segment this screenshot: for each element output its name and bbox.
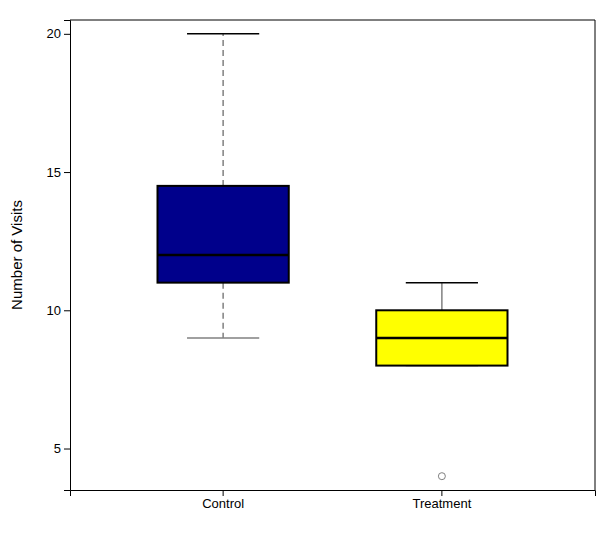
upper-whisker [441, 283, 443, 311]
lower-cap [187, 337, 259, 339]
x-tick-mark [441, 490, 442, 496]
frame-top [70, 20, 595, 21]
x-tick: Control [202, 490, 244, 511]
y-axis-title: Number of Visits [8, 200, 25, 310]
y-tick-label: 15 [47, 165, 61, 180]
box [158, 186, 289, 283]
x-axis: Control Treatment [71, 490, 596, 511]
outlier [438, 473, 445, 480]
x-tick: Treatment [412, 490, 471, 511]
chart: 5 10 15 20 Control Treatment Number of Visits [0, 0, 615, 540]
y-axis: 5 10 15 20 [47, 21, 71, 491]
frame-right [595, 20, 596, 490]
marks [158, 34, 508, 480]
upper-whisker [222, 34, 224, 186]
y-tick: 5 [54, 441, 70, 456]
lower-whisker [222, 283, 224, 338]
upper-cap [406, 282, 478, 284]
x-tick-label: Control [202, 496, 244, 511]
y-tick-label: 20 [47, 26, 61, 41]
y-tick: 15 [47, 165, 70, 180]
x-axis-line [71, 491, 596, 497]
y-axis-line [64, 21, 71, 491]
box [376, 310, 507, 365]
y-tick-label: 5 [54, 441, 61, 456]
box-group [158, 34, 289, 338]
y-tick-mark [64, 449, 70, 450]
box-group [376, 283, 507, 480]
median [158, 254, 289, 257]
y-tick-mark [64, 172, 70, 173]
y-tick-mark [64, 310, 70, 311]
y-tick: 10 [47, 303, 70, 318]
x-tick-mark [223, 490, 224, 496]
upper-cap [187, 33, 259, 35]
y-tick-label: 10 [47, 303, 61, 318]
x-tick-label: Treatment [412, 496, 471, 511]
median [376, 337, 507, 340]
plot: 5 10 15 20 Control Treatment [47, 20, 596, 511]
y-tick: 20 [47, 26, 70, 41]
y-tick-mark [64, 34, 70, 35]
